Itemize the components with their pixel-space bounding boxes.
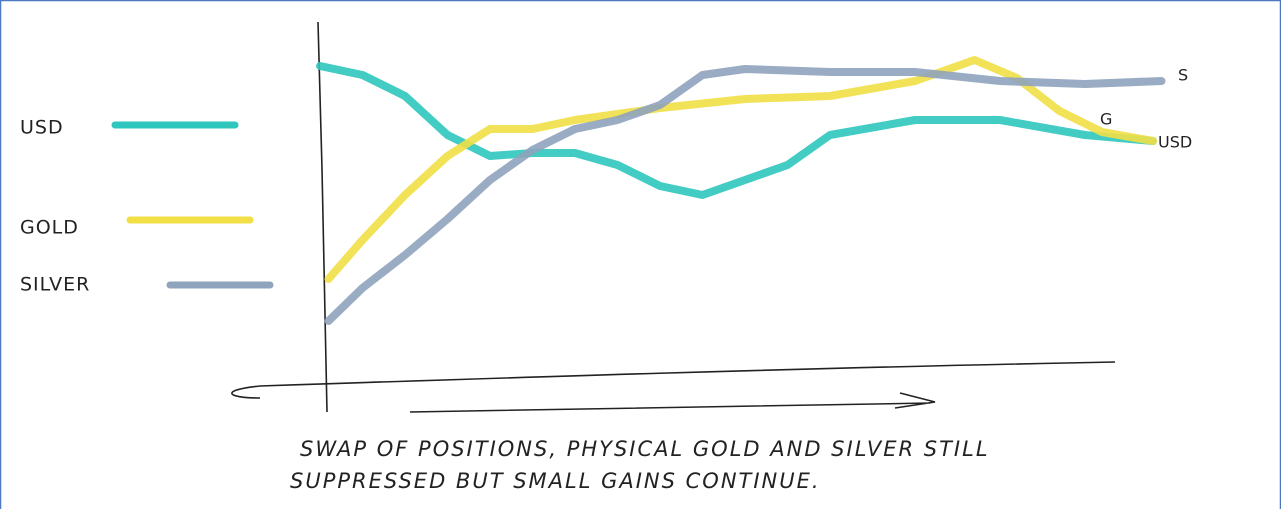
legend-label: GOLD [20, 217, 79, 239]
arrow [409, 392, 936, 413]
caption: SUPPRESSED BUT SMALL GAINS CONTINUE. [290, 469, 821, 493]
y-axis [317, 21, 328, 413]
end-label: S [1178, 66, 1188, 85]
end-label: G [1100, 110, 1112, 129]
legend-label: SILVER [20, 274, 90, 296]
series-line [324, 56, 1157, 283]
series-line [316, 62, 1157, 199]
caption: SWAP OF POSITIONS, PHYSICAL GOLD AND SIL… [300, 437, 990, 461]
x-axis [231, 361, 1116, 399]
legend-label: USD [20, 117, 64, 139]
series-line [324, 65, 1166, 325]
end-label: USD [1158, 133, 1192, 152]
